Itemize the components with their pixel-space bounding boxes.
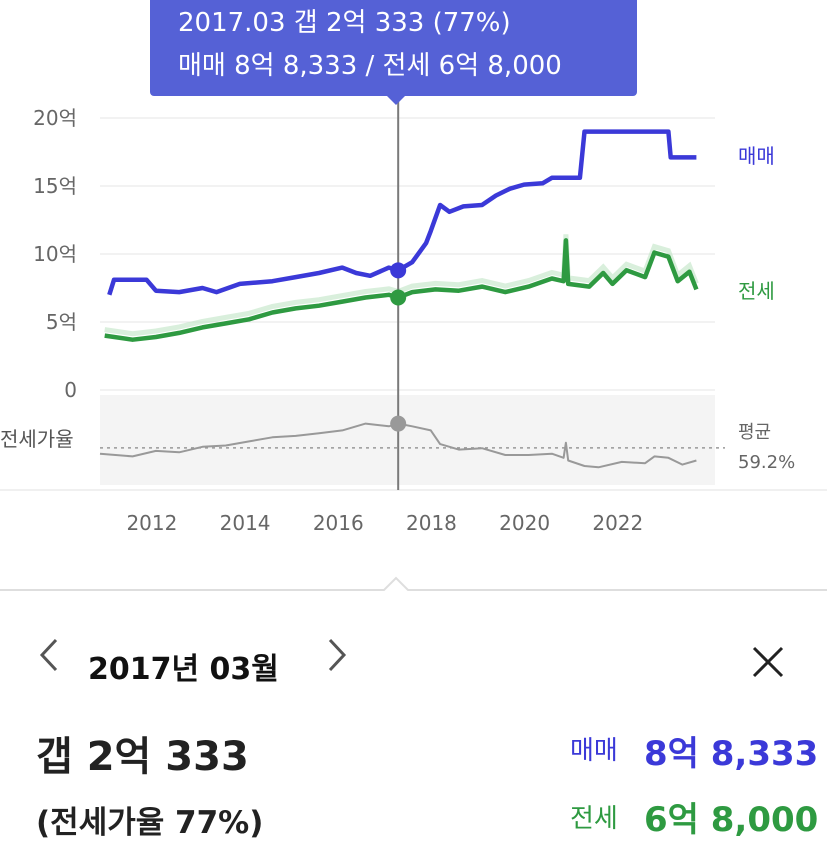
tooltip-line-gap: 2017.03 갭 2억 333 (77%)	[178, 8, 511, 38]
prev-month-button[interactable]	[32, 632, 68, 678]
ratio-axis-label: 전세가율	[0, 427, 74, 451]
hover-tooltip: 2017.03 갭 2억 333 (77%) 매매 8억 8,333 / 전세 …	[150, 0, 637, 96]
sale-value: 8억 8,333	[644, 734, 819, 774]
series-label-jeonse: 전세	[738, 279, 775, 303]
jeonse-value: 6억 8,000	[644, 800, 819, 840]
series-line-sale	[107, 129, 697, 296]
panel-divider	[0, 576, 827, 591]
y-tick-label: 0	[64, 378, 77, 402]
close-button[interactable]	[746, 640, 790, 684]
cursor-dot-jeonse	[390, 289, 407, 306]
x-tick-label: 2016	[313, 511, 364, 535]
x-tick-label: 2022	[592, 511, 643, 535]
series-line-ratio	[99, 422, 697, 469]
axis-ticks: 20억 15억 10억 5억 0 2012 2014 2016 2018 2020 2022 전세가율…	[0, 106, 795, 535]
ratio-average-value: 59.2%	[738, 452, 795, 473]
cursor-layer	[390, 96, 407, 490]
series-lines	[99, 129, 699, 469]
series-label-sale: 매매	[738, 144, 775, 168]
y-tick-label: 10억	[33, 242, 77, 266]
y-tick-label: 20억	[33, 106, 77, 130]
chevron-right-icon	[328, 638, 347, 672]
jeonse-range-band	[104, 234, 699, 337]
cursor-dot-sale	[390, 262, 407, 279]
ratio-average-label: 평균	[738, 422, 771, 443]
tooltip-pointer	[386, 95, 406, 105]
y-tick-label: 15억	[33, 174, 77, 198]
ratio-panel-bg	[100, 395, 715, 485]
cursor-dot-ratio	[390, 415, 407, 432]
sale-label: 매매	[570, 736, 618, 766]
jeonse-ratio-text: (전세가율 77%)	[36, 805, 264, 841]
x-tick-label: 2018	[406, 511, 457, 535]
x-tick-label: 2012	[126, 511, 177, 535]
x-tick-label: 2020	[499, 511, 550, 535]
close-icon	[752, 646, 784, 678]
jeonse-label: 전세	[570, 804, 618, 834]
chevron-left-icon	[39, 638, 58, 672]
series-line-jeonse	[104, 238, 699, 342]
gap-amount: 갭 2억 333	[36, 734, 249, 780]
x-tick-label: 2014	[220, 511, 271, 535]
price-chart[interactable]: 20억 15억 10억 5억 0 2012 2014 2016 2018 2020 2022 전세가율…	[0, 0, 827, 600]
tooltip-line-prices: 매매 8억 8,333 / 전세 6억 8,000	[178, 51, 562, 81]
grid-lines	[0, 117, 827, 591]
y-tick-label: 5억	[46, 310, 77, 334]
detail-panel: 2017년 03월 갭 2억 333 (전세가율 77%) 매매 8억 8,33…	[0, 592, 827, 865]
next-month-button[interactable]	[318, 632, 354, 678]
selected-date: 2017년 03월	[88, 652, 279, 687]
